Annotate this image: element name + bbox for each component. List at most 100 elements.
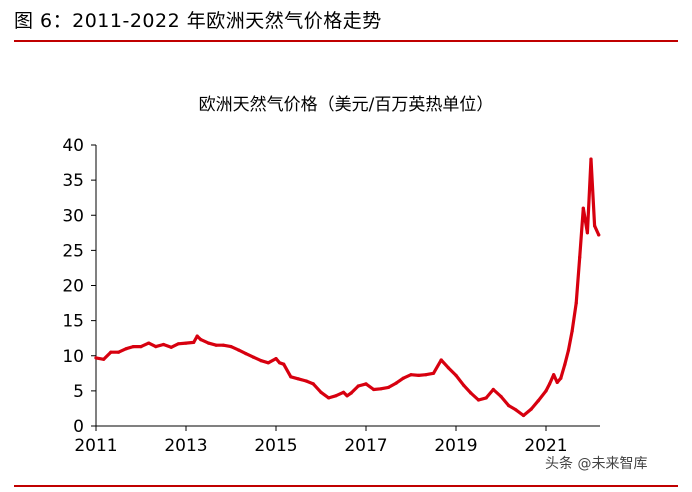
y-tick-label: 15 <box>62 312 84 332</box>
data-point <box>296 377 301 381</box>
data-point <box>169 345 173 349</box>
data-point <box>319 390 323 394</box>
data-point <box>304 379 308 383</box>
data-point <box>462 383 466 387</box>
y-tick-label: 25 <box>62 241 84 261</box>
series-line-0 <box>94 157 601 418</box>
data-point <box>116 350 121 354</box>
data-point <box>446 366 450 370</box>
plot-area <box>94 157 601 418</box>
data-point <box>589 157 593 161</box>
data-point <box>544 389 548 393</box>
data-point <box>139 345 143 349</box>
data-point <box>244 352 248 356</box>
data-point <box>192 340 196 344</box>
x-tick-label: 2021 <box>524 436 567 456</box>
x-tick-label: 2017 <box>344 436 387 456</box>
data-point <box>409 373 413 377</box>
data-point <box>555 380 559 384</box>
data-point <box>529 407 533 411</box>
data-point <box>259 359 263 363</box>
data-point <box>282 362 286 366</box>
chart-axes: 0 5 10 15 20 25 30 35 40 2011 2013 2015 2017 2019 2021 <box>62 136 600 456</box>
y-tick-label: 30 <box>62 206 84 226</box>
chart-title: 欧洲天然气价格（美元/百万英热单位） <box>198 95 494 115</box>
data-point <box>206 341 211 345</box>
data-point <box>548 382 552 386</box>
data-point <box>176 342 180 346</box>
data-point <box>394 381 398 385</box>
watermark: 头条 @未来智库 <box>545 456 648 472</box>
data-point <box>237 348 241 352</box>
y-tick-label: 20 <box>62 277 84 297</box>
data-point <box>570 329 574 333</box>
data-point <box>372 387 376 392</box>
data-point <box>266 361 270 365</box>
data-point <box>221 343 225 347</box>
data-point <box>289 375 293 379</box>
data-point <box>491 387 495 392</box>
data-point <box>364 382 368 386</box>
data-point <box>214 343 218 347</box>
data-point <box>345 394 349 398</box>
data-point <box>161 342 166 347</box>
y-tick-label: 5 <box>73 382 84 402</box>
x-tick-label: 2019 <box>434 436 477 456</box>
data-point <box>581 206 585 210</box>
data-point <box>597 233 601 237</box>
data-point <box>521 413 526 418</box>
data-point <box>514 408 518 412</box>
title-divider <box>14 40 678 42</box>
data-point <box>386 385 391 389</box>
y-tick-label: 10 <box>62 347 84 367</box>
data-point <box>102 357 106 361</box>
data-point <box>507 404 511 408</box>
figure-title: 图 6：2011-2022 年欧洲天然气价格走势 <box>14 10 382 32</box>
data-point <box>356 384 360 388</box>
data-point <box>311 382 315 386</box>
data-point <box>476 398 481 402</box>
data-point <box>199 338 203 342</box>
data-point <box>439 358 443 362</box>
data-point <box>334 394 338 398</box>
data-point <box>154 345 158 349</box>
data-point <box>341 390 346 394</box>
data-point <box>195 334 199 338</box>
data-point <box>454 373 458 377</box>
data-point <box>593 224 597 228</box>
bottom-divider <box>14 485 678 487</box>
data-point <box>499 394 503 399</box>
y-tick-label: 0 <box>73 417 84 437</box>
data-point <box>566 348 571 352</box>
data-point <box>274 357 278 361</box>
data-point <box>94 356 98 360</box>
data-point <box>124 347 128 351</box>
data-point <box>563 362 567 366</box>
data-point <box>574 301 578 305</box>
data-point <box>424 373 428 377</box>
data-point <box>109 350 113 354</box>
data-point <box>349 391 353 395</box>
data-point <box>469 391 473 395</box>
data-point <box>484 396 488 400</box>
data-point <box>147 341 151 345</box>
x-tick-label: 2015 <box>254 436 297 456</box>
data-point <box>251 355 256 359</box>
data-point <box>379 387 383 391</box>
x-tick-label: 2013 <box>164 436 207 456</box>
data-point <box>585 231 590 235</box>
data-point <box>559 376 563 380</box>
y-tick-label: 40 <box>62 136 84 156</box>
data-point <box>578 255 582 259</box>
data-point <box>229 345 233 349</box>
data-point <box>431 371 436 375</box>
data-point <box>327 396 331 400</box>
y-tick-label: 35 <box>62 171 84 191</box>
data-point <box>417 373 421 377</box>
data-point <box>401 376 405 380</box>
data-point <box>552 373 556 377</box>
data-point <box>536 399 540 403</box>
x-tick-label: 2011 <box>74 436 117 456</box>
data-point <box>278 361 282 365</box>
